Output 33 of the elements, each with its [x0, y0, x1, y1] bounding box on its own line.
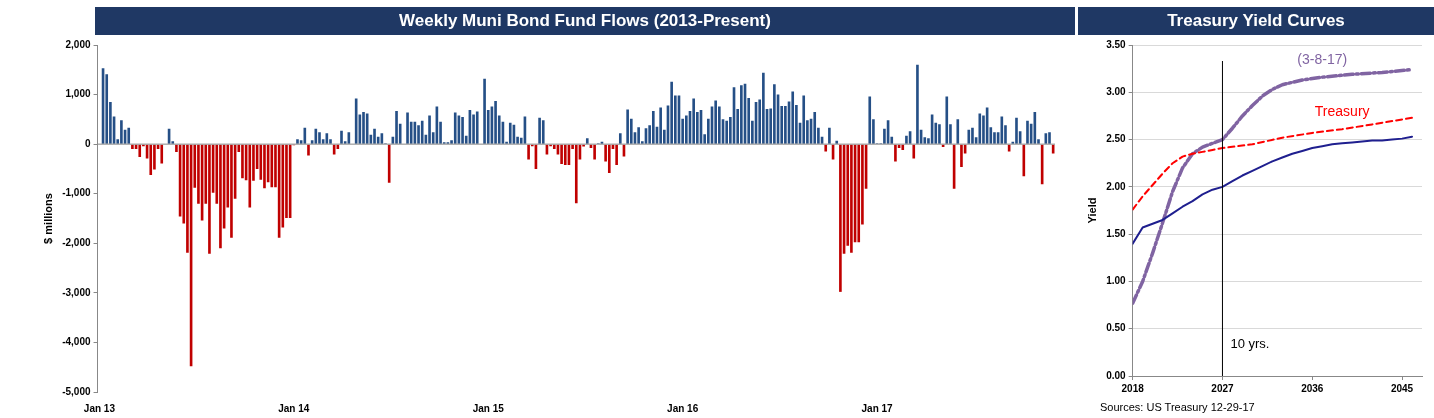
y-tick-label: 0.50 [1106, 322, 1127, 334]
chart-title: Treasury Yield Curves [1078, 7, 1434, 35]
x-tick-label: 2027 [1211, 382, 1235, 394]
y-tick-label: 0.00 [1106, 369, 1127, 381]
x-tick-label: 2018 [1121, 382, 1145, 394]
source-note: Sources: US Treasury 12-29-17 [1100, 401, 1255, 413]
y-tick-label: 3.00 [1106, 86, 1127, 98]
y-tick-label: 3.50 [1106, 38, 1127, 50]
x-tick-label: 2036 [1301, 382, 1324, 394]
x-tick-label: Jan 14 [278, 402, 310, 414]
y-tick-label: -2,000 [62, 237, 91, 249]
x-tick-label: Jan 17 [861, 402, 894, 414]
y-axis-title: $ millions [41, 193, 54, 244]
y-tick-label: 1.00 [1106, 275, 1127, 287]
x-tick-label: Jan 13 [83, 402, 116, 414]
y-tick-label: 1.50 [1106, 227, 1127, 239]
x-tick-label: Jan 16 [667, 402, 699, 414]
y-tick-label: 2,000 [65, 38, 91, 50]
y-tick-label: -4,000 [62, 336, 91, 348]
ref-line-label: 10 yrs. [1230, 335, 1270, 351]
y-axis-title: Yield [1085, 197, 1098, 224]
y-tick-label: 0 [84, 137, 91, 149]
series-label: Treasury [1314, 103, 1370, 120]
y-tick-label: 2.00 [1106, 180, 1127, 192]
y-tick-label: 2.50 [1106, 133, 1127, 145]
y-tick-label: -3,000 [62, 286, 91, 298]
y-tick-label: -1,000 [62, 187, 91, 199]
series-label: (3-8-17) [1297, 51, 1348, 68]
y-tick-label: -5,000 [62, 385, 91, 397]
x-tick-label: 2045 [1390, 382, 1414, 394]
y-tick-label: 1,000 [65, 88, 91, 100]
x-tick-label: Jan 15 [472, 402, 505, 414]
chart-title: Weekly Muni Bond Fund Flows (2013-Present) [95, 7, 1075, 35]
